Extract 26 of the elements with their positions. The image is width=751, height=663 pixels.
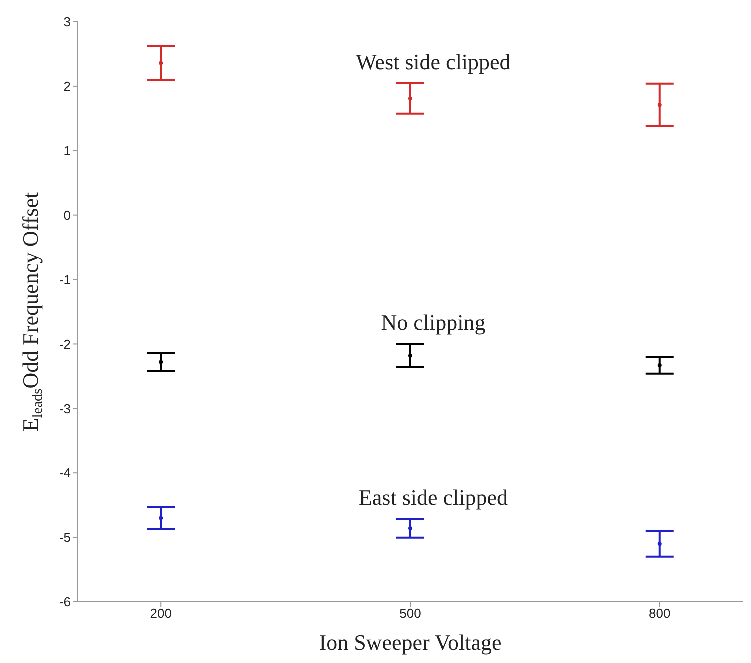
y-tick-label: 3 (64, 14, 71, 30)
y-tick-label: 2 (64, 79, 71, 94)
point (159, 61, 164, 66)
y-tick-label: -4 (59, 466, 71, 481)
point (159, 516, 164, 520)
y-tick-label: -3 (59, 401, 71, 416)
y-tick-label: -1 (59, 272, 71, 288)
y-tick-label: -6 (59, 594, 71, 610)
point (658, 542, 662, 546)
x-tick-label: 800 (649, 606, 671, 622)
annotation: No clipping (381, 310, 486, 336)
point (658, 363, 662, 368)
point (408, 354, 412, 358)
annotation: East side clipped (358, 485, 508, 510)
point (408, 96, 412, 101)
y-tick-label: -5 (59, 530, 71, 546)
point (408, 526, 412, 531)
annotation: West side clipped (356, 50, 511, 75)
x-tick-label: 500 (400, 606, 422, 622)
point (658, 103, 662, 108)
x-tick-label: 200 (150, 606, 172, 622)
y-tick-label: 0 (64, 208, 71, 223)
x-axis-title: Ion Sweeper Voltage (319, 630, 502, 655)
point (159, 360, 164, 364)
y-tick-label: -2 (59, 336, 71, 352)
y-tick-label: 1 (64, 144, 71, 159)
